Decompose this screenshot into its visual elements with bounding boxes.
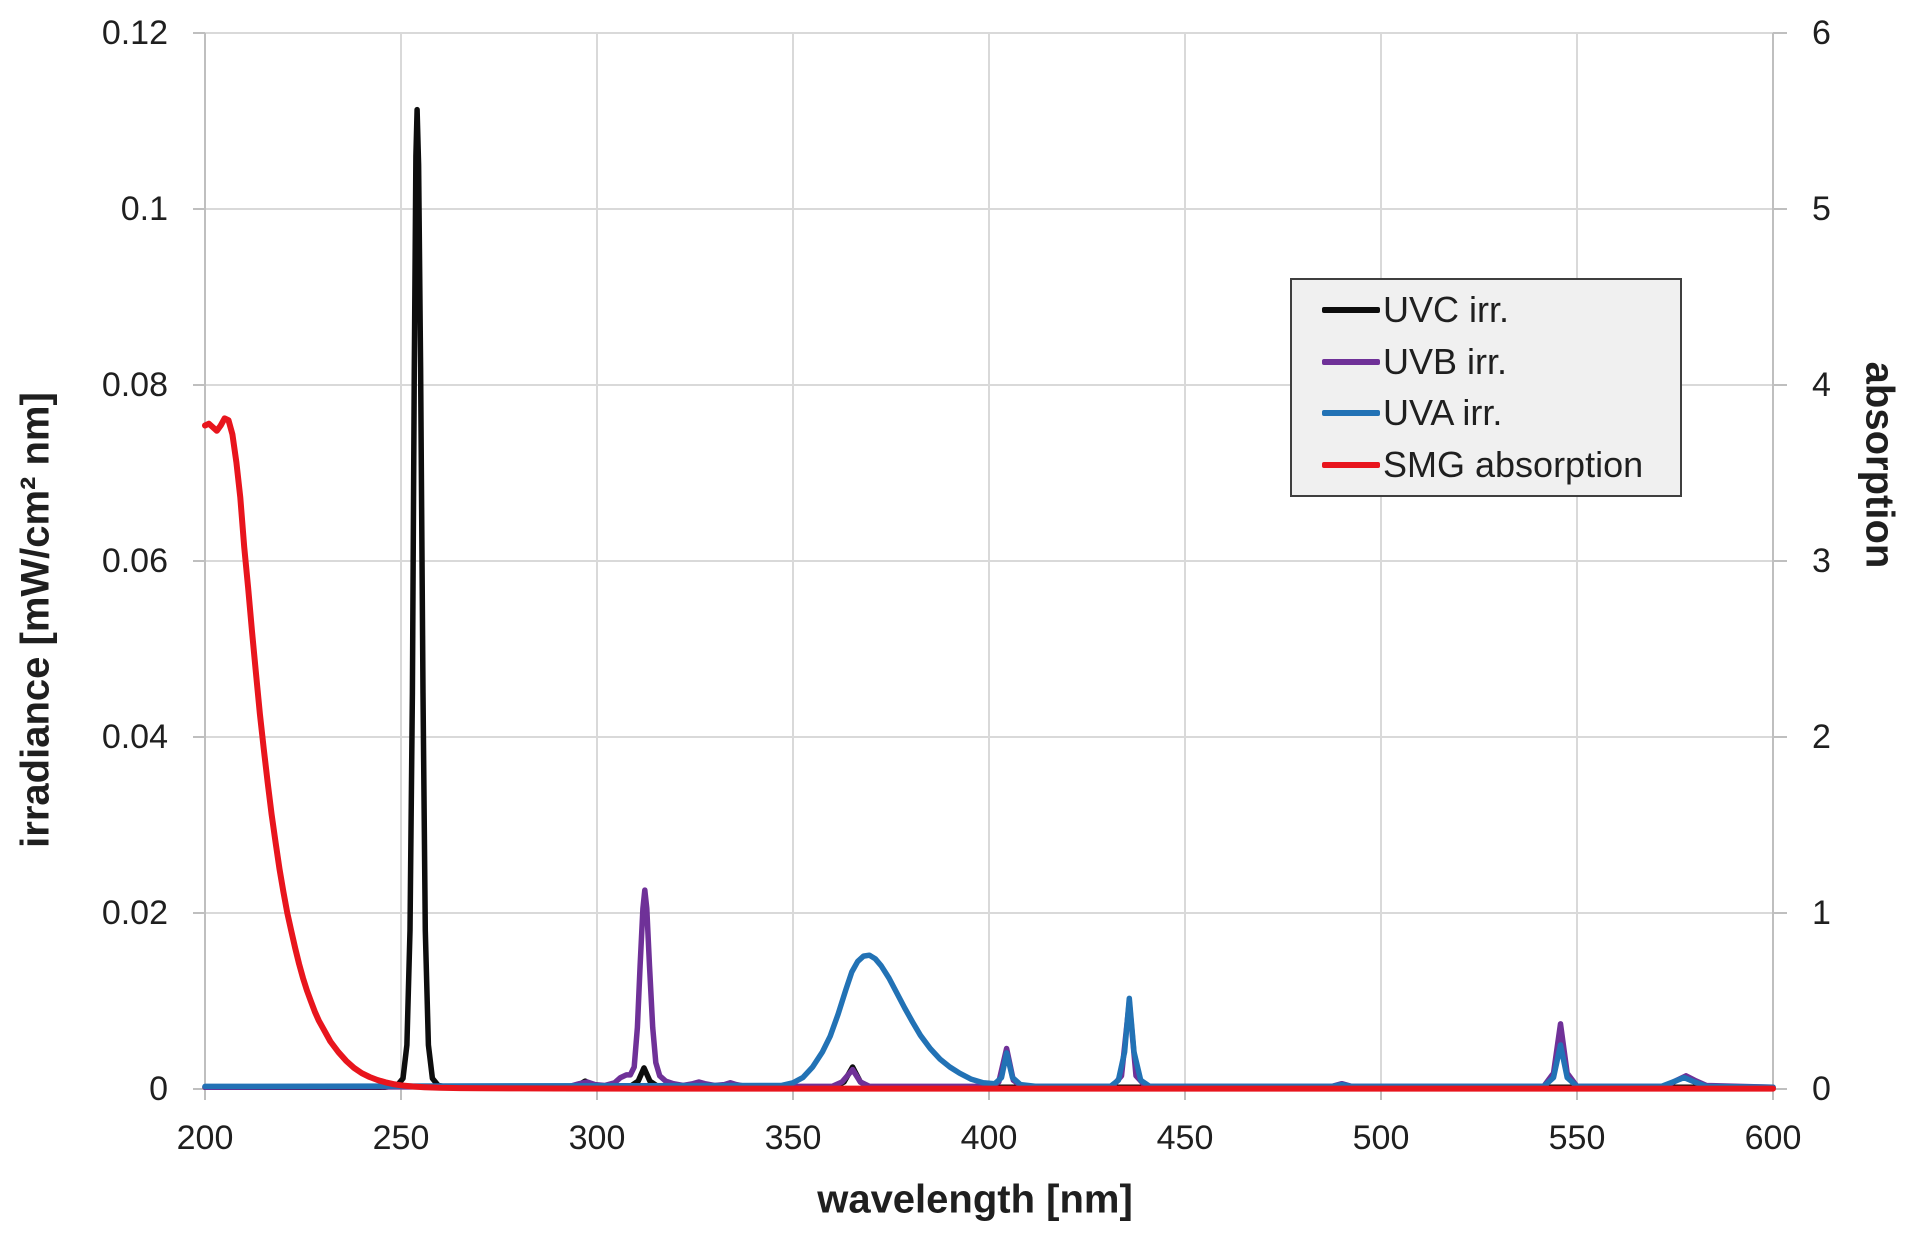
legend-item: SMG absorption [1322,441,1680,489]
right-axis-title: absorption [1857,361,1902,569]
legend-line-swatch [1322,462,1380,469]
y-right-tick-label: 3 [1812,542,1831,580]
y-left-tick-label: 0.02 [101,894,168,932]
x-tick-label: 450 [1156,1119,1214,1157]
y-right-tick-label: 5 [1812,190,1831,228]
y-left-tick-label: 0.04 [101,718,168,756]
x-tick-label: 550 [1548,1119,1606,1157]
y-left-tick-label: 0.12 [101,14,168,52]
x-tick-label: 350 [764,1119,822,1157]
legend-line-swatch [1322,410,1380,417]
y-left-tick-label: 0 [149,1070,168,1108]
x-tick-label: 500 [1352,1119,1410,1157]
legend-label: UVA irr. [1383,392,1503,434]
y-right-tick-label: 6 [1812,14,1831,52]
x-tick-label: 200 [176,1119,234,1157]
left-axis-title: irradiance [mW/cm² nm] [13,392,58,848]
series-line-smg-absorption [202,415,1776,1092]
x-tick-label: 600 [1744,1119,1802,1157]
legend-label: UVC irr. [1383,288,1509,330]
x-tick-label: 400 [960,1119,1018,1157]
y-left-tick-label: 0.08 [101,366,168,404]
x-tick-label: 250 [372,1119,430,1157]
y-right-tick-label: 2 [1812,718,1831,756]
series-line-uva-irr [202,952,1776,1090]
x-axis-title: wavelength [nm] [817,1177,1133,1222]
legend-label: SMG absorption [1383,444,1644,486]
y-right-tick-label: 4 [1812,366,1831,404]
legend-item: UVC irr. [1322,286,1680,334]
legend: UVC irr. UVB irr. UVA irr. SMG absorption [1290,278,1682,497]
y-right-tick-label: 0 [1812,1070,1831,1108]
x-tick-label: 300 [568,1119,626,1157]
legend-line-swatch [1322,306,1380,313]
y-left-tick-label: 0.1 [120,190,168,228]
legend-item: UVB irr. [1322,338,1680,386]
y-left-tick-label: 0.06 [101,542,168,580]
legend-line-swatch [1322,358,1380,365]
legend-label: UVB irr. [1383,340,1508,382]
legend-item: UVA irr. [1322,389,1680,437]
y-right-tick-label: 1 [1812,894,1831,932]
